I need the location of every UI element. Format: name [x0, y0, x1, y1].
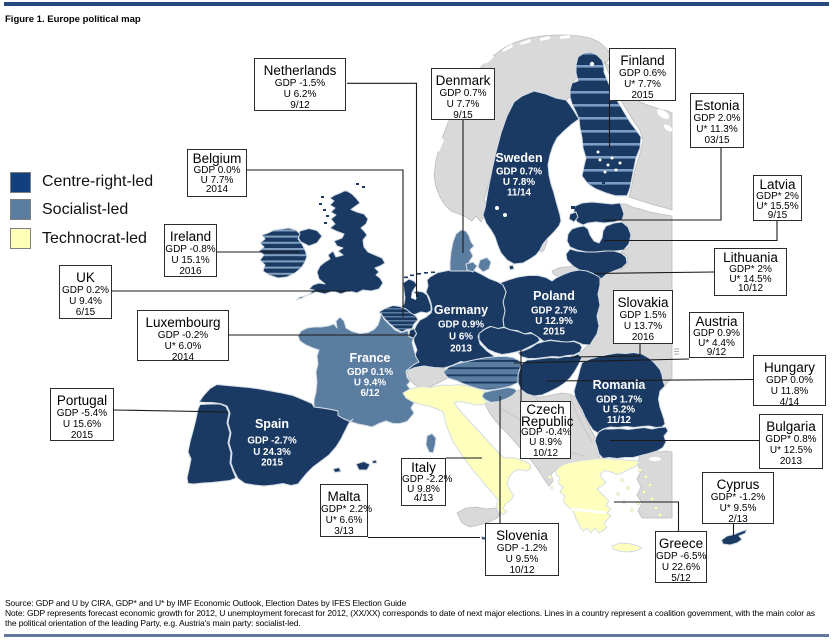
svg-text:GDP -2.7%: GDP -2.7%	[247, 436, 297, 447]
svg-text:Germany: Germany	[434, 303, 488, 317]
svg-text:France: France	[350, 351, 391, 365]
svg-text:GDP 0.7%: GDP 0.7%	[496, 167, 542, 178]
svg-text:Sweden: Sweden	[495, 151, 542, 165]
svg-text:2013: 2013	[450, 344, 472, 355]
svg-text:11/14: 11/14	[507, 188, 532, 199]
svg-text:11/12: 11/12	[607, 415, 632, 426]
svg-text:Romania: Romania	[593, 378, 647, 392]
svg-text:Poland: Poland	[533, 289, 575, 303]
svg-text:U 9.4%: U 9.4%	[354, 378, 386, 389]
svg-text:GDP 0.9%: GDP 0.9%	[438, 320, 484, 331]
svg-text:2015: 2015	[261, 458, 283, 469]
svg-text:GDP 1.7%: GDP 1.7%	[596, 395, 642, 406]
svg-text:U 24.3%: U 24.3%	[253, 447, 291, 458]
svg-text:U 12.9%: U 12.9%	[535, 316, 573, 327]
svg-text:GDP 0.1%: GDP 0.1%	[347, 367, 393, 378]
svg-text:Spain: Spain	[255, 417, 289, 431]
svg-text:6/12: 6/12	[360, 388, 380, 399]
svg-text:U 7.8%: U 7.8%	[503, 177, 535, 188]
svg-text:U 6%: U 6%	[449, 332, 473, 343]
svg-text:U 5.2%: U 5.2%	[603, 405, 635, 416]
svg-text:GDP 2.7%: GDP 2.7%	[531, 306, 577, 317]
svg-text:2015: 2015	[543, 327, 565, 338]
